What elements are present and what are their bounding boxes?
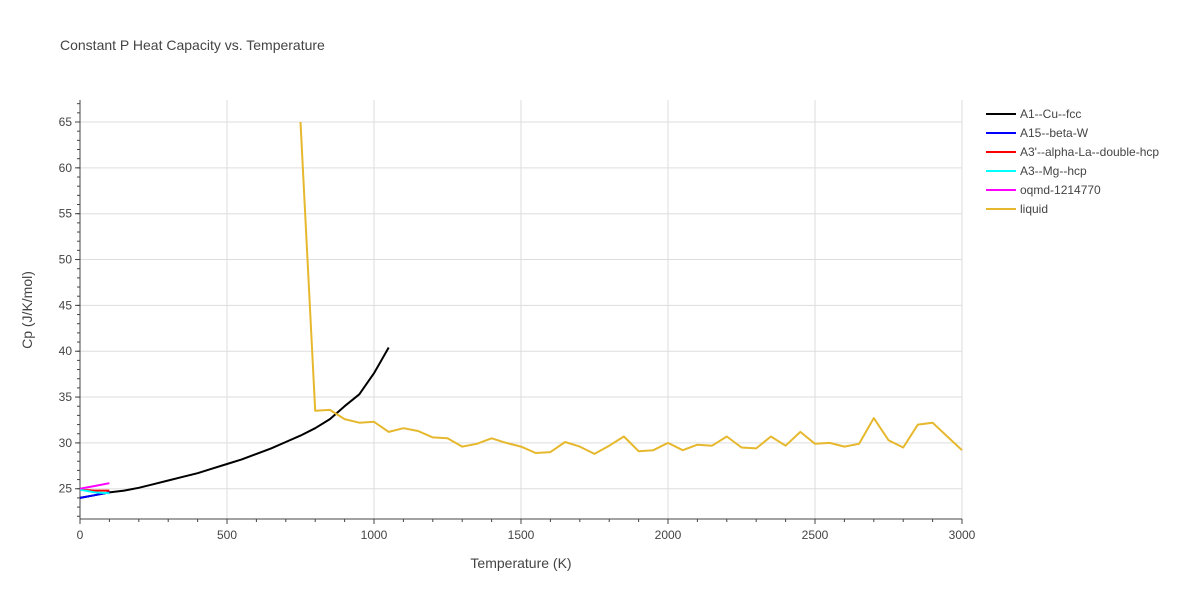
legend-label: A3--Mg--hcp — [1020, 164, 1087, 178]
legend-item-a3-alpha-la-double-hcp[interactable]: A3'--alpha-La--double-hcp — [986, 145, 1159, 159]
y-tick-label: 25 — [59, 482, 73, 496]
y-tick-label: 55 — [59, 207, 73, 221]
series-line-a3-mg-hcp — [79, 488, 110, 495]
series-line-oqmd-1214770 — [79, 482, 110, 490]
y-ticks: 25 30 35 40 45 50 55 60 65 — [59, 103, 80, 517]
legend-item-a1-cu-fcc[interactable]: A1--Cu--fcc — [986, 107, 1081, 121]
x-ticks: 0 500 1000 1500 2000 2500 3000 — [77, 519, 976, 542]
plot-area — [79, 121, 963, 499]
series-line-a1-cu-fcc — [79, 347, 390, 499]
y-tick-label: 60 — [59, 161, 73, 175]
y-tick-label: 65 — [59, 115, 73, 129]
x-axis-title: Temperature (K) — [470, 555, 571, 571]
legend-label: liquid — [1020, 202, 1048, 216]
legend-item-oqmd-1214770[interactable]: oqmd-1214770 — [986, 183, 1101, 197]
legend[interactable]: A1--Cu--fcc A15--beta-W A3'--alpha-La--dou… — [986, 107, 1159, 216]
x-tick-label: 0 — [77, 528, 84, 542]
legend-item-a3-mg-hcp[interactable]: A3--Mg--hcp — [986, 164, 1087, 178]
y-tick-label: 40 — [59, 344, 73, 358]
x-tick-label: 1000 — [361, 528, 388, 542]
legend-label: oqmd-1214770 — [1020, 183, 1101, 197]
x-tick-label: 2000 — [655, 528, 682, 542]
legend-item-a15-beta-w[interactable]: A15--beta-W — [986, 126, 1089, 140]
y-axis-title: Cp (J/K/mol) — [19, 271, 35, 349]
series-line-liquid — [299, 121, 963, 455]
y-tick-label: 50 — [59, 253, 73, 267]
x-tick-label: 3000 — [949, 528, 976, 542]
x-tick-label: 2500 — [802, 528, 829, 542]
y-tick-label: 30 — [59, 436, 73, 450]
y-tick-label: 45 — [59, 298, 73, 312]
grid — [80, 100, 963, 519]
legend-item-liquid[interactable]: liquid — [986, 202, 1048, 216]
legend-label: A3'--alpha-La--double-hcp — [1020, 145, 1159, 159]
chart-title: Constant P Heat Capacity vs. Temperature — [60, 37, 325, 53]
legend-label: A1--Cu--fcc — [1020, 107, 1081, 121]
x-tick-label: 500 — [217, 528, 237, 542]
x-tick-label: 1500 — [508, 528, 535, 542]
legend-label: A15--beta-W — [1020, 126, 1089, 140]
y-tick-label: 35 — [59, 390, 73, 404]
